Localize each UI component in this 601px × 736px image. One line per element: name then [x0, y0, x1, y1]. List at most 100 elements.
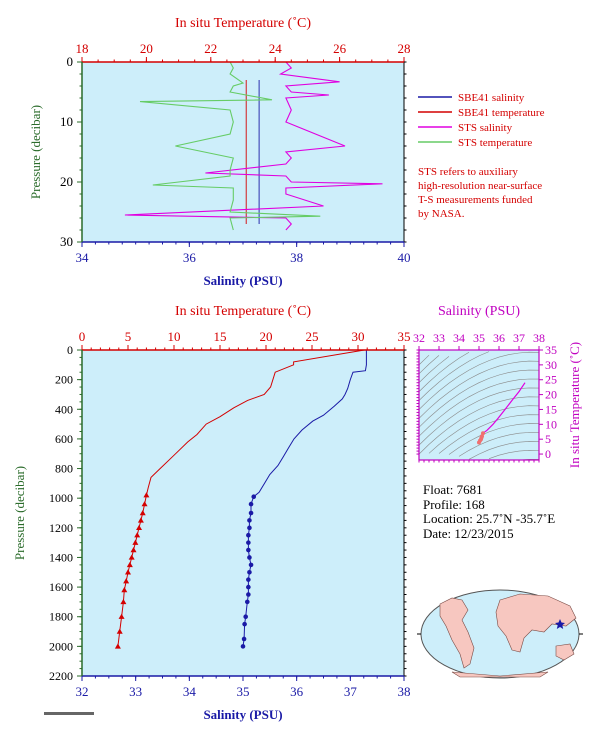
full-profile-bottom-tick-label: 34 [183, 684, 197, 699]
temperature-marker [123, 578, 130, 584]
near-surface-left-tick-label: 30 [60, 234, 73, 249]
legend-note-line-3: T-S measurements funded [418, 194, 533, 206]
full-profile-left-tick-label: 2200 [49, 669, 73, 683]
temperature-marker [114, 643, 121, 649]
temperature-marker [141, 501, 148, 507]
full-profile-top-tick-label: 0 [79, 329, 86, 344]
legend-note-line-2: high-resolution near-surface [418, 180, 542, 192]
salinity-marker [244, 599, 250, 605]
full-profile-left-tick-label: 600 [55, 432, 73, 446]
near-surface-top-tick-label: 18 [76, 41, 89, 56]
ts-right-tick-label: 25 [545, 373, 557, 387]
near-surface-bottom-tick-label: 38 [290, 250, 303, 265]
near-surface-top-tick-label: 22 [204, 41, 217, 56]
ts-top-tick-label: 32 [413, 331, 425, 345]
salinity-marker [243, 614, 248, 620]
ts-density-contour [468, 441, 540, 460]
info-location: Location: 25.7˚N -35.7˚E [423, 511, 555, 526]
salinity-marker [247, 555, 252, 560]
legend-label-sts-temperature: STS temperature [458, 137, 532, 149]
near-surface-left-tick-label: 0 [67, 54, 74, 69]
ts-density-contours [418, 351, 540, 461]
temperature-marker [125, 569, 131, 575]
full-profile-left-tick-label: 1800 [49, 610, 73, 624]
ts-top-axis-title: Salinity (PSU) [438, 304, 520, 319]
legend-label-sts-salinity: STS salinity [458, 122, 513, 134]
salinity-marker [246, 584, 251, 590]
temperature-marker [118, 613, 125, 619]
legend-note-line-1: STS refers to auxiliary [418, 166, 518, 178]
temperature-marker [143, 492, 150, 498]
full-profile-bottom-tick-label: 35 [237, 684, 250, 699]
full-profile-panel: 0 5 10 15 20 25 30 35 0 200 400 600 800 1000 1200 1400 1… [12, 304, 411, 722]
footer-stamp [44, 712, 94, 715]
ts-density-contour [418, 369, 540, 428]
ts-right-tick-label: 35 [545, 343, 557, 357]
temperature-marker [137, 517, 144, 523]
ts-density-contour [458, 432, 540, 457]
near-surface-plot-area [82, 62, 404, 242]
full-profile-left-tick-label: 400 [55, 402, 73, 416]
full-profile-left-tick-label: 200 [55, 373, 73, 387]
ts-top-tick-label: 35 [473, 331, 485, 345]
near-surface-top-tick-label: 20 [140, 41, 153, 56]
ts-density-contour [418, 351, 490, 401]
legend: SBE41 salinity SBE41 temperature STS sal… [418, 92, 545, 220]
full-profile-left-tick-label: 1000 [49, 491, 73, 505]
full-profile-bottom-tick-label: 37 [344, 684, 358, 699]
info-float: Float: 7681 [423, 482, 483, 497]
info-date: Date: 12/23/2015 [423, 526, 514, 541]
full-profile-bottom-tick-label: 33 [129, 684, 142, 699]
world-map-land-americas [439, 597, 475, 669]
near-surface-top-axis-title: In situ Temperature (˚C) [175, 16, 311, 31]
legend-label-sbe41-salinity: SBE41 salinity [458, 92, 525, 104]
full-profile-top-tick-label: 10 [168, 329, 181, 344]
world-map-land-antarctica [451, 671, 549, 678]
full-profile-top-tick-label: 30 [352, 329, 365, 344]
ts-density-contour [448, 423, 540, 455]
salinity-marker [248, 501, 254, 507]
full-profile-bottom-axis-title: Salinity (PSU) [203, 707, 282, 722]
ts-right-tick-label: 5 [545, 432, 551, 446]
full-profile-bottom-tick-label: 36 [290, 684, 304, 699]
salinity-marker [247, 518, 252, 523]
full-profile-temperature-line [117, 349, 365, 647]
temperature-marker [120, 598, 127, 605]
full-profile-left-tick-label: 1200 [49, 521, 73, 535]
float-info: Float: 7681 Profile: 168 Location: 25.7˚… [423, 482, 555, 541]
info-profile: Profile: 168 [423, 497, 485, 512]
ts-density-contour [418, 387, 540, 446]
world-map-float-marker-icon [555, 619, 565, 629]
near-surface-bottom-tick-label: 36 [183, 250, 197, 265]
world-map [417, 589, 583, 679]
salinity-marker [248, 510, 254, 516]
world-map-land-australia [555, 643, 575, 661]
ts-density-contour [488, 449, 540, 459]
full-profile-plot-area [82, 350, 404, 676]
full-profile-top-tick-label: 35 [398, 329, 411, 344]
temperature-marker [134, 532, 141, 538]
near-surface-left-tick-label: 10 [60, 114, 73, 129]
near-surface-top-tick-label: 28 [398, 41, 411, 56]
near-surface-left-tick-label: 20 [60, 174, 73, 189]
ts-right-tick-label: 15 [545, 402, 557, 416]
salinity-marker [247, 569, 252, 575]
ts-density-contour [438, 414, 540, 454]
temperature-marker [130, 547, 137, 553]
full-profile-top-tick-label: 5 [125, 329, 132, 344]
ts-top-tick-label: 36 [493, 331, 505, 345]
temperature-marker [132, 539, 139, 545]
ts-density-contour [428, 405, 540, 454]
temperature-marker [128, 554, 135, 560]
ts-right-tick-label: 30 [545, 358, 557, 372]
salinity-marker [240, 644, 246, 649]
ts-density-contour [418, 354, 430, 366]
salinity-marker [241, 636, 247, 642]
salinity-marker [248, 562, 254, 568]
full-profile-top-tick-label: 20 [260, 329, 273, 344]
ts-density-contour [418, 351, 540, 410]
salinity-marker [246, 577, 251, 582]
